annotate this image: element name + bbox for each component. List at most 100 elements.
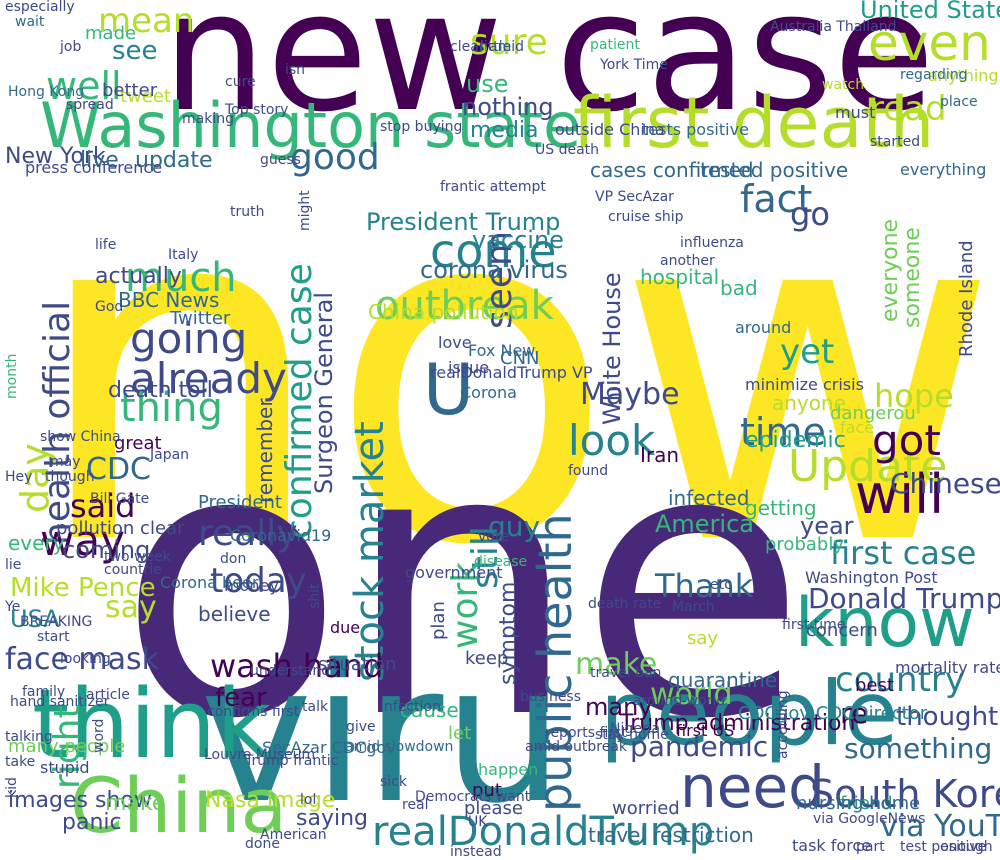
word-government: government <box>405 563 503 582</box>
word-go: go <box>790 195 830 233</box>
word-stupid: stupid <box>40 758 90 777</box>
word-better: better <box>102 80 158 101</box>
word-united-state: United State <box>860 0 1000 24</box>
word-take: take <box>5 754 36 770</box>
word-countrie: countrie <box>104 562 162 578</box>
word-god: God <box>95 299 124 315</box>
word-say: say <box>687 628 719 649</box>
word-frantic-attempt: frantic attempt <box>440 179 546 195</box>
word-two-week: two week <box>104 549 171 565</box>
word-death-toll: death toll <box>108 378 213 403</box>
word-article: article <box>86 687 130 703</box>
word-way: way <box>40 516 125 565</box>
word-truth: truth <box>230 204 265 220</box>
word-symptom: symptom <box>496 581 521 685</box>
word-give: give <box>346 719 376 735</box>
word-year: year <box>800 512 854 540</box>
word-quarantine: quarantine <box>668 668 778 692</box>
word-first-us: first US <box>676 721 735 740</box>
word-best: best <box>855 675 894 696</box>
word-first-time: first time <box>782 617 846 633</box>
word-especially: especially <box>5 0 75 15</box>
word-must: must <box>835 103 876 122</box>
word-found: found <box>568 463 609 479</box>
word-started: started <box>870 134 921 150</box>
word-hong-kong: Hong Kong <box>8 84 85 100</box>
word-live: live <box>80 148 119 173</box>
word-done: done <box>245 836 280 852</box>
word-twitter: Twitter <box>170 308 231 329</box>
word-country: country <box>835 660 966 700</box>
word-u: U <box>423 349 475 431</box>
word-tweet: tweet <box>120 86 171 107</box>
word-nigeria: Nigeria <box>610 721 661 737</box>
word-secazar-cdcgov: SecAzar CDCgov <box>262 738 396 757</box>
word-good: good <box>290 137 380 178</box>
word-clear-amid: clear amid <box>450 39 524 55</box>
word-face-mask: face mask <box>5 642 160 677</box>
word-going: going <box>130 314 248 363</box>
word-love: love <box>438 333 472 352</box>
word-thank: Thank <box>655 567 754 605</box>
word-travel-restriction: travel restriction <box>588 823 754 847</box>
word-tested-positive: tested positive <box>700 158 849 182</box>
word-month: month <box>4 353 20 399</box>
word-well: well <box>46 64 122 108</box>
word-first-case: first case <box>830 534 977 572</box>
word-hand-sanitizer: hand sanitizer <box>10 694 110 710</box>
word-fact: fact <box>740 177 813 221</box>
word-anyone: anyone <box>772 391 846 415</box>
word-wait: wait <box>15 14 45 30</box>
word-via-youtube: via YouTube <box>880 809 1000 844</box>
word-top-story: Top story <box>225 102 289 118</box>
word-someone: someone <box>900 226 925 328</box>
word-breaking: BREAKING <box>20 614 93 630</box>
word-corona-virus: corona virus <box>420 256 568 284</box>
word-cure: cure <box>225 74 256 90</box>
word-sure: sure <box>470 22 548 63</box>
word-viru: viru <box>200 624 564 845</box>
word-shit: shit <box>307 583 323 609</box>
word-iran: Iran <box>640 443 680 467</box>
word-minimize-crisis: minimize crisis <box>745 375 864 394</box>
word-lol: lol <box>300 792 317 808</box>
word-please: please <box>464 798 523 819</box>
word-many-people: many people <box>8 736 126 757</box>
word-mean: mean <box>98 1 195 41</box>
word-friend: friend <box>840 793 893 814</box>
word-ye: Ye <box>5 599 21 615</box>
word-word: word <box>91 718 107 753</box>
word-mortality-rate: mortality rate <box>895 658 1000 677</box>
word-amid-slowdown: amid slowdown <box>345 739 454 755</box>
word-corona: Corona <box>460 383 517 402</box>
word-white-house: White House <box>598 272 626 426</box>
word-think: think <box>32 670 272 780</box>
word-will: will <box>855 463 945 526</box>
word-according: according <box>775 690 791 760</box>
word-american: American <box>260 827 327 843</box>
word-may: may <box>50 454 81 470</box>
word-south-korea: South Korea <box>810 772 1000 816</box>
word-one: one <box>118 370 807 800</box>
word-time: time <box>740 410 826 454</box>
word-even: even <box>868 14 991 72</box>
word-read: read <box>870 89 947 129</box>
word-chinese: Chinese <box>890 467 1000 500</box>
word-fox-new: Fox New <box>468 341 536 360</box>
word-new-case: new case <box>162 0 935 148</box>
word-around: around <box>735 318 792 337</box>
word-another: another <box>660 253 715 269</box>
word-usa: USA <box>10 605 60 633</box>
word-march: March <box>672 599 715 615</box>
word-every: every <box>8 531 65 555</box>
word-public-health: public health <box>528 513 582 812</box>
word-put: put <box>472 780 502 801</box>
word-guy: guy <box>488 510 541 543</box>
word-lie: lie <box>5 557 22 573</box>
word-update: Update <box>788 441 948 492</box>
word-infected: infected <box>668 486 750 510</box>
word-already: already <box>130 354 287 403</box>
word-business: business <box>520 689 582 705</box>
word-re: re <box>840 697 869 730</box>
